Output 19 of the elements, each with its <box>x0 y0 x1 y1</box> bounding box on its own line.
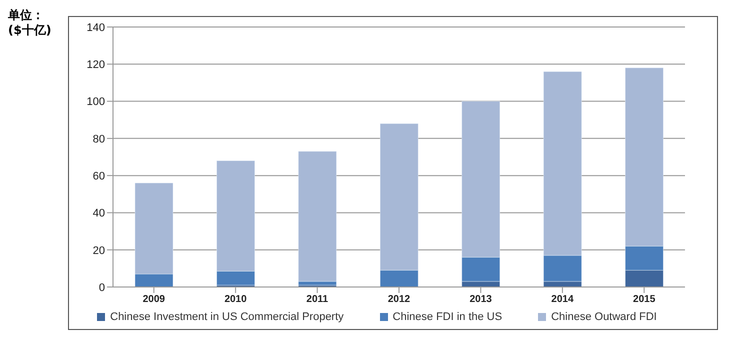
y-tick-label: 80 <box>92 133 105 146</box>
y-tick-label: 140 <box>86 22 105 34</box>
x-tick-label: 2009 <box>142 294 166 306</box>
y-tick-label: 0 <box>98 282 105 294</box>
y-tick-label: 60 <box>92 170 105 182</box>
x-tick-label: 2012 <box>388 294 411 306</box>
y-tick-label: 100 <box>86 96 105 108</box>
y-tick-label: 120 <box>86 59 105 72</box>
x-tick-label: 2015 <box>633 294 656 306</box>
legend-label: Chinese Outward FDI <box>551 311 657 323</box>
y-tick-label: 40 <box>92 208 105 220</box>
legend-label: Chinese FDI in the US <box>392 311 502 323</box>
y-axis-title: 单位：($十亿) <box>8 8 52 38</box>
x-tick-label: 2013 <box>470 294 492 306</box>
x-tick-label: 2011 <box>306 294 329 306</box>
x-tick-label: 2010 <box>224 294 248 306</box>
legend-label: Chinese Investment in US Commercial Property <box>110 311 344 323</box>
y-tick-label: 20 <box>92 244 105 257</box>
x-tick-label: 2014 <box>551 294 574 306</box>
